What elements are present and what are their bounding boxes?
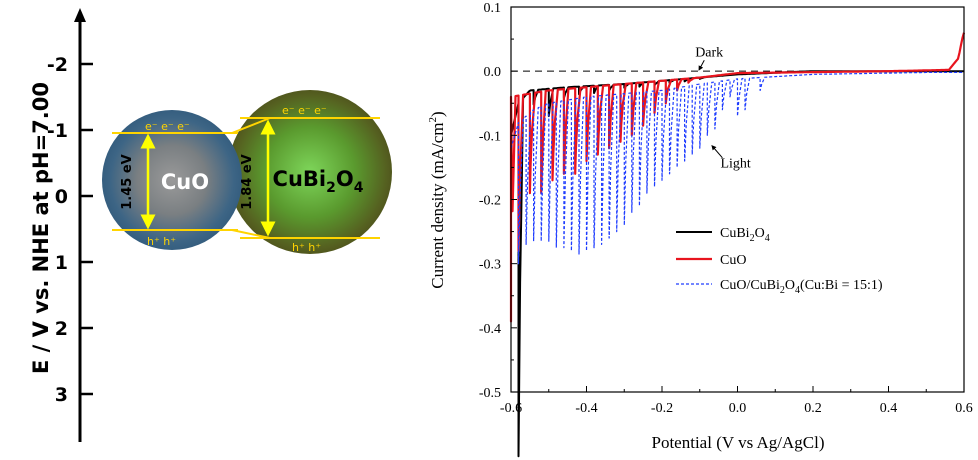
legend-0-p0: CuBi: [720, 226, 750, 241]
legend-2-p2: O: [785, 278, 795, 293]
energy-tick-label: 0: [55, 186, 68, 208]
energy-tick-label: 2: [55, 318, 68, 340]
legend-2-p1: 2: [780, 285, 785, 296]
series-composite: [510, 71, 964, 265]
y-tick-label: -0.2: [479, 194, 501, 209]
y-tick-label: -0.1: [479, 129, 501, 144]
legend-2-p0: CuO/CuBi: [720, 278, 780, 293]
y-tick-label: 0.0: [484, 65, 502, 80]
cuo-holes: h⁺ h⁺: [147, 235, 176, 248]
energy-axis-arrowhead: [74, 8, 86, 22]
energy-diagram: -2 -1 0 1 2 3 E / V vs. NHE at pH=7.00 e⁻ e⁻ …: [29, 8, 392, 442]
cuo-label: CuO: [161, 170, 209, 194]
cubi2o4-holes: h⁺ h⁺: [292, 241, 321, 254]
cubi2o4-label-mid: O: [336, 167, 354, 191]
legend-2-p3: 4: [795, 285, 800, 296]
legend-0-p3: 4: [765, 233, 770, 244]
y-axis-label-end: ): [428, 111, 447, 117]
x-tick-label: -0.4: [575, 401, 597, 416]
annotation-light: Light: [720, 156, 750, 171]
y-tick-label: -0.4: [479, 322, 501, 337]
legend-label-cubi2o4: CuBi2O4: [720, 226, 770, 244]
vb-connector: [231, 229, 271, 239]
x-tick-label: 0.6: [955, 401, 973, 416]
energy-axis-label: E / V vs. NHE at pH=7.00: [29, 82, 53, 374]
y-tick-label: -0.5: [479, 386, 501, 401]
legend-2-p4: (Cu:Bi = 15:1): [800, 278, 883, 293]
legend-label-composite: CuO/CuBi2O4(Cu:Bi = 15:1): [720, 278, 883, 296]
x-tick-label: 0.0: [729, 401, 747, 416]
energy-axis-ticks: -2 -1 0 1 2 3: [47, 54, 93, 406]
lsv-chart: -0.6 -0.4 -0.2 0.0 0.2 0.4 0.6 0.10.0-0.1-0.2-…: [427, 1, 973, 458]
cubi2o4-label-sub2: 4: [354, 180, 364, 196]
y-axis-label: Current density (mA/cm2): [427, 111, 447, 288]
y-tick-label: -0.3: [479, 258, 501, 273]
dark-annotation-arrow: [698, 60, 705, 71]
x-tick-label: 0.4: [880, 401, 898, 416]
cubi2o4-gap-label: 1.84 eV: [240, 154, 255, 209]
legend: CuBi2O4 CuO CuO/CuBi2O4(Cu:Bi = 15:1): [676, 226, 883, 296]
cuo-sphere: [102, 110, 242, 250]
annotations: Dark Light: [695, 45, 751, 171]
legend-0-p1: 2: [750, 233, 755, 244]
x-axis-ticks: -0.6 -0.4 -0.2 0.0 0.2 0.4 0.6: [500, 386, 973, 416]
light-annotation-arrow: [711, 144, 723, 159]
series-cuo: [509, 32, 966, 323]
cuo-gap-label: 1.45 eV: [120, 154, 135, 209]
energy-tick-label: -2: [47, 54, 68, 76]
x-axis-label: Potential (V vs Ag/AgCl): [652, 433, 825, 452]
legend-label-cuo: CuO: [720, 253, 746, 268]
energy-tick-label: 1: [55, 252, 68, 274]
annotation-dark: Dark: [695, 45, 723, 60]
x-tick-label: -0.6: [500, 401, 522, 416]
cubi2o4-label: CuBi2O4: [273, 167, 364, 196]
energy-tick-label: 3: [55, 384, 68, 406]
x-tick-label: 0.2: [804, 401, 822, 416]
cubi2o4-label-main: CuBi: [273, 167, 327, 191]
legend-0-p2: O: [755, 226, 765, 241]
y-tick-label: 0.1: [484, 1, 502, 16]
energy-tick-label: -1: [47, 120, 68, 142]
cubi2o4-label-sub1: 2: [326, 180, 336, 196]
y-axis-label-sup: 2: [427, 117, 439, 123]
x-tick-label: -0.2: [651, 401, 673, 416]
plot-area: [509, 32, 966, 458]
cubi2o4-electrons: e⁻ e⁻ e⁻: [282, 104, 327, 117]
y-axis-ticks: 0.1 0.0 -0.1 -0.2 -0.3 -0.4 -0.5: [479, 1, 517, 401]
y-axis-label-main: Current density (mA/cm: [428, 122, 447, 288]
cuo-electrons: e⁻ e⁻ e⁻: [145, 120, 190, 133]
